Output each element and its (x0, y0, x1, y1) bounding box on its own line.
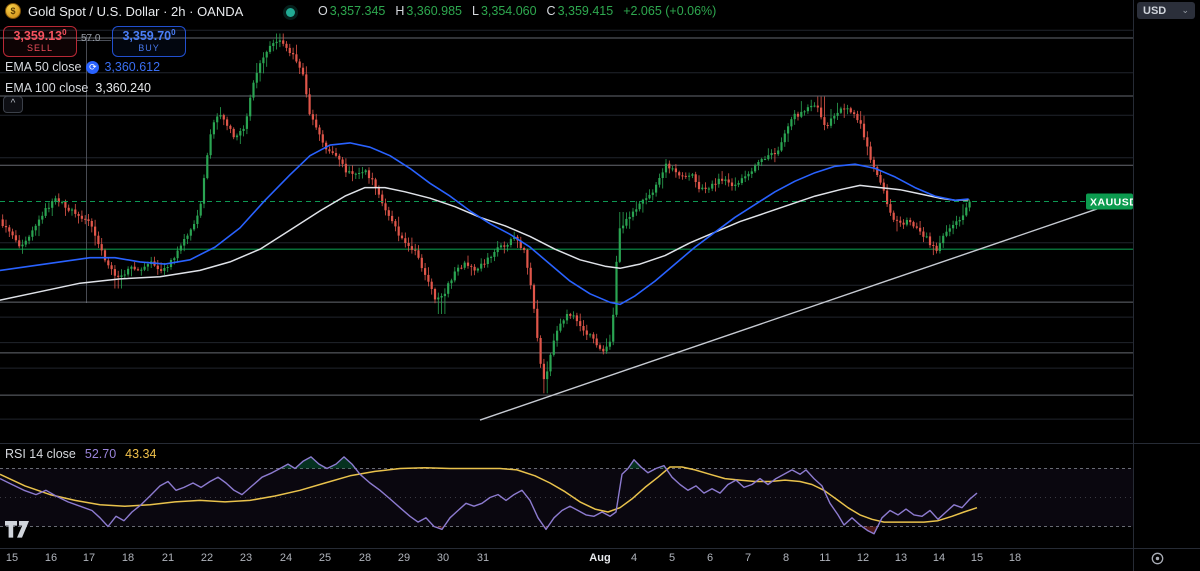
time-label: 14 (932, 552, 946, 564)
time-label: 28 (358, 552, 372, 564)
price-axis[interactable]: 3,440.0003,420.0003,400.0003,380.0003,34… (1133, 0, 1200, 548)
time-label: 18 (121, 552, 135, 564)
time-label: 4 (630, 552, 638, 564)
tradingview-logo[interactable] (4, 520, 30, 539)
time-label: 17 (82, 552, 96, 564)
time-label: 8 (782, 552, 790, 564)
time-axis[interactable]: 15 16 17 18 21 22 23 24 25 28 29 30 31 Aug 4 5 6 7 8 11 12 13… (0, 548, 1200, 571)
ema100-value: 3,360.240 (95, 81, 151, 95)
time-label: 5 (668, 552, 676, 564)
rsi-ma-value: 43.34 (125, 447, 157, 461)
ema50-legend[interactable]: EMA 50 close ⟳ 3,360.612 (5, 60, 160, 74)
ema50-value: 3,360.612 (104, 60, 161, 74)
sell-price: 3,359.130 (13, 28, 67, 44)
pane-divider[interactable] (0, 443, 1200, 444)
time-label: 16 (44, 552, 58, 564)
price-axis-divider (1133, 0, 1134, 571)
time-label: 21 (161, 552, 175, 564)
buy-price: 3,359.700 (122, 28, 176, 44)
time-label: 15 (5, 552, 19, 564)
time-label: 31 (476, 552, 490, 564)
currency-value: USD (1143, 4, 1167, 17)
symbol-title[interactable]: Gold Spot / U.S. Dollar · 2h · OANDA (28, 3, 244, 19)
time-label: 11 (819, 552, 831, 564)
time-label: Aug (589, 552, 611, 564)
ema100-label: EMA 100 close (5, 81, 89, 95)
ema50-label: EMA 50 close (5, 60, 82, 74)
symbol-legend[interactable]: $ Gold Spot / U.S. Dollar · 2h · OANDA (5, 3, 243, 19)
gold-coin-icon: $ (5, 3, 21, 19)
time-label: 7 (744, 552, 752, 564)
time-label: 24 (279, 552, 293, 564)
time-label: 15 (970, 552, 984, 564)
ohlc-high: H 3,360.985 (395, 4, 462, 18)
time-label: 6 (706, 552, 714, 564)
buy-label: BUY (138, 43, 160, 53)
gear-icon[interactable] (1149, 550, 1166, 567)
time-label: 18 (1008, 552, 1022, 564)
svg-text:XAUUSD: XAUUSD (1090, 197, 1133, 209)
currency-dropdown[interactable]: USD ⌄ (1137, 2, 1195, 19)
rsi-legend[interactable]: RSI 14 close 52.70 43.34 (5, 447, 156, 461)
time-axis-divider (0, 548, 1200, 549)
buy-button[interactable]: 3,359.700 BUY (112, 26, 186, 57)
spread-value: 57.0 (81, 33, 101, 44)
price-change: +2.065 (+0.06%) (623, 4, 717, 18)
sell-button[interactable]: 3,359.130 SELL (3, 26, 77, 57)
collapse-pane-button[interactable]: ^ (3, 96, 23, 113)
time-label: 12 (856, 552, 870, 564)
time-label: 29 (397, 552, 411, 564)
chevron-down-icon: ⌄ (1181, 5, 1189, 15)
ohlc-close: C 3,359.415 (546, 4, 614, 18)
time-label: 22 (200, 552, 214, 564)
time-label: 13 (894, 552, 908, 564)
time-label: 25 (318, 552, 332, 564)
ohlc-open: O 3,357.345 (318, 4, 386, 18)
sell-label: SELL (26, 43, 54, 53)
rsi-label: RSI 14 close (5, 447, 76, 461)
symbol-price-tag: XAUUSD (1086, 193, 1133, 210)
ema100-legend[interactable]: EMA 100 close 3,360.240 (5, 81, 151, 95)
time-label: 30 (436, 552, 450, 564)
time-label: 23 (239, 552, 253, 564)
rsi-value: 52.70 (84, 447, 117, 461)
ohlc-values: O 3,357.345 H 3,360.985 L 3,354.060 C 3,359.… (318, 4, 716, 18)
ohlc-low: L 3,354.060 (471, 4, 537, 18)
spread-connector (77, 40, 111, 41)
sync-icon: ⟳ (86, 60, 100, 74)
realtime-dot-icon (286, 8, 295, 17)
rsi-chart-canvas[interactable] (0, 443, 1133, 548)
main-chart-canvas[interactable]: XAUUSD (0, 0, 1133, 443)
